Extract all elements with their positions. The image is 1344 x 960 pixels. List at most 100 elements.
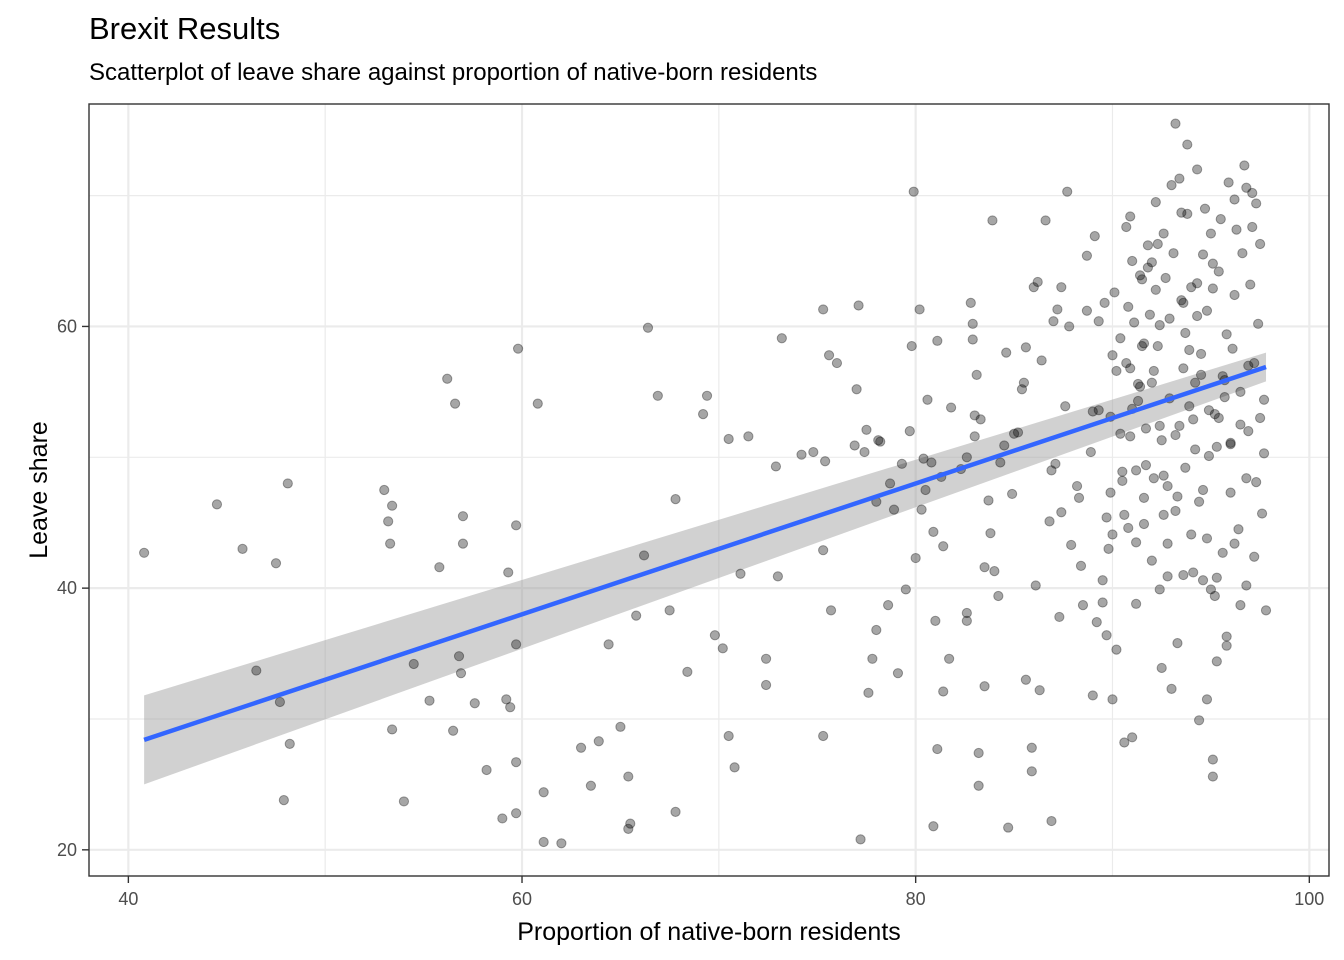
data-point — [873, 435, 884, 446]
data-point — [1201, 305, 1213, 316]
data-point — [1148, 473, 1159, 484]
data-point — [717, 643, 728, 654]
x-tick-label: 60 — [512, 889, 532, 909]
data-point — [1148, 365, 1159, 377]
data-point — [995, 457, 1006, 468]
data-point — [1040, 215, 1051, 226]
data-point — [274, 696, 286, 708]
data-point — [139, 547, 150, 558]
data-point — [625, 818, 636, 829]
x-axis-title: Proportion of native-born residents — [517, 918, 901, 946]
data-point — [1209, 590, 1220, 602]
panel-background — [89, 104, 1329, 876]
data-point — [652, 390, 663, 401]
data-point — [1026, 742, 1037, 753]
data-point — [1190, 444, 1201, 455]
chart-title: Brexit Results — [89, 11, 281, 46]
data-point — [938, 541, 949, 552]
data-point — [1003, 822, 1014, 833]
data-point — [1156, 662, 1167, 674]
data-point — [538, 836, 549, 848]
data-point — [1247, 221, 1258, 233]
x-tick-label: 100 — [1294, 889, 1324, 909]
data-point — [967, 334, 978, 345]
data-point — [1227, 343, 1238, 354]
data-point — [1154, 420, 1165, 431]
data-point — [1048, 316, 1059, 327]
data-point — [1166, 180, 1177, 191]
data-point — [385, 538, 396, 549]
x-tick-label: 80 — [906, 889, 926, 909]
data-point — [1152, 238, 1163, 250]
data-point — [938, 686, 949, 697]
data-point — [1093, 316, 1104, 327]
data-point — [1235, 386, 1246, 397]
data-point — [849, 440, 860, 451]
data-point — [1207, 258, 1218, 269]
data-point — [965, 297, 976, 308]
data-point — [664, 605, 675, 616]
data-point — [1199, 203, 1211, 214]
data-point — [1125, 211, 1136, 222]
data-point — [1056, 282, 1067, 293]
data-point — [1255, 412, 1266, 424]
data-point — [723, 433, 734, 445]
data-point — [1107, 529, 1118, 540]
data-point — [1146, 377, 1157, 388]
data-point — [735, 568, 746, 579]
data-point — [1131, 537, 1142, 548]
data-point — [1170, 118, 1181, 129]
data-point — [883, 600, 894, 611]
data-point — [979, 681, 990, 692]
y-tick-label: 20 — [57, 840, 77, 860]
data-point — [1166, 683, 1177, 694]
data-point — [1205, 228, 1217, 239]
data-point — [1251, 198, 1262, 209]
data-point — [1223, 177, 1234, 188]
data-point — [892, 668, 904, 679]
data-point — [1162, 538, 1173, 549]
data-point — [1134, 381, 1146, 392]
points-layer — [139, 118, 1272, 849]
data-point — [469, 698, 480, 709]
data-point — [1192, 310, 1203, 322]
data-point — [1131, 598, 1142, 609]
data-point — [1132, 395, 1144, 407]
data-point — [1081, 305, 1093, 316]
data-point — [1256, 508, 1268, 519]
data-point — [1026, 766, 1037, 777]
data-point — [910, 552, 921, 564]
data-point — [1020, 342, 1031, 353]
data-point — [723, 730, 734, 742]
data-point — [1056, 507, 1067, 518]
data-point — [987, 215, 998, 226]
data-point — [855, 834, 866, 845]
y-tick-label: 60 — [57, 316, 77, 336]
data-point — [863, 687, 874, 698]
data-point — [1091, 617, 1102, 628]
data-point — [1207, 754, 1218, 765]
data-point — [1146, 555, 1157, 566]
data-point — [914, 304, 925, 315]
data-point — [1034, 685, 1045, 696]
data-point — [1142, 262, 1154, 273]
data-point — [1241, 473, 1252, 484]
data-point — [1158, 228, 1169, 239]
data-point — [424, 695, 435, 706]
data-point — [928, 526, 939, 537]
data-point — [1182, 208, 1193, 220]
data-point — [697, 409, 709, 420]
data-point — [449, 398, 461, 409]
data-point — [448, 725, 459, 736]
x-tick-label: 40 — [118, 889, 138, 909]
data-point — [859, 446, 870, 458]
data-point — [908, 186, 919, 197]
data-point — [1138, 518, 1150, 530]
data-point — [1150, 284, 1161, 295]
data-point — [512, 343, 524, 354]
data-point — [1105, 487, 1116, 498]
data-point — [709, 630, 721, 641]
data-point — [1225, 487, 1236, 498]
data-point — [818, 730, 829, 742]
